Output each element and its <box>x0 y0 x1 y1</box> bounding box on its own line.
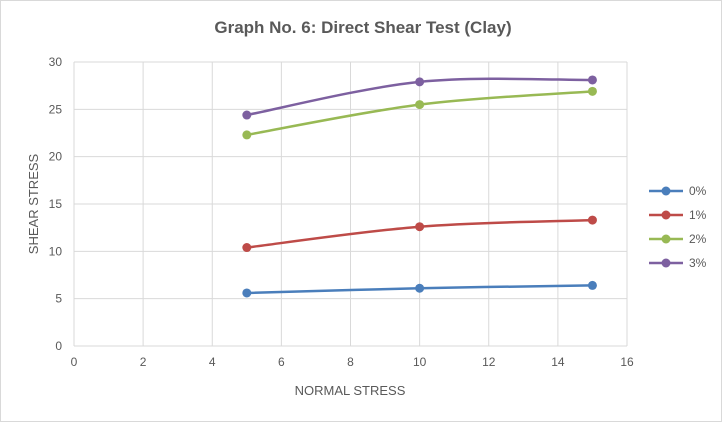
x-tick-label: 16 <box>620 355 634 369</box>
data-point <box>587 75 597 85</box>
data-point <box>415 222 425 232</box>
series-group <box>242 75 597 298</box>
y-tick-label: 15 <box>49 197 63 211</box>
legend-label: 1% <box>689 208 707 222</box>
gridlines <box>73 61 628 347</box>
data-point <box>587 215 597 225</box>
chart-title: Graph No. 6: Direct Shear Test (Clay) <box>214 18 511 37</box>
x-tick-label: 6 <box>278 355 285 369</box>
data-point <box>242 130 252 140</box>
legend-label: 0% <box>689 184 707 198</box>
tick-labels: 0 2 4 6 8 10 12 14 16 0 5 10 15 20 25 30 <box>49 55 634 369</box>
data-point <box>415 283 425 293</box>
data-point <box>415 77 425 87</box>
data-point <box>242 243 252 253</box>
legend-label: 3% <box>689 256 707 270</box>
x-tick-label: 2 <box>140 355 147 369</box>
legend-marker <box>661 258 671 268</box>
x-tick-label: 12 <box>482 355 496 369</box>
data-point <box>242 110 252 120</box>
legend-marker <box>661 234 671 244</box>
y-tick-label: 25 <box>49 102 63 116</box>
y-tick-label: 0 <box>55 339 62 353</box>
x-tick-label: 8 <box>347 355 354 369</box>
x-axis-label: NORMAL STRESS <box>295 383 406 398</box>
y-tick-label: 5 <box>55 292 62 306</box>
data-point <box>587 86 597 96</box>
y-axis-label: SHEAR STRESS <box>26 153 41 254</box>
x-tick-label: 0 <box>71 355 78 369</box>
x-tick-label: 4 <box>209 355 216 369</box>
x-tick-label: 10 <box>413 355 427 369</box>
data-point <box>242 288 252 298</box>
y-tick-label: 30 <box>49 55 63 69</box>
data-point <box>415 100 425 110</box>
legend-marker <box>661 210 671 220</box>
legend-label: 2% <box>689 232 707 246</box>
y-tick-label: 10 <box>49 244 63 258</box>
legend: 0% 1% 2% 3% <box>649 184 707 270</box>
data-point <box>587 280 597 290</box>
legend-marker <box>661 186 671 196</box>
y-tick-label: 20 <box>49 150 63 164</box>
x-tick-label: 14 <box>551 355 565 369</box>
